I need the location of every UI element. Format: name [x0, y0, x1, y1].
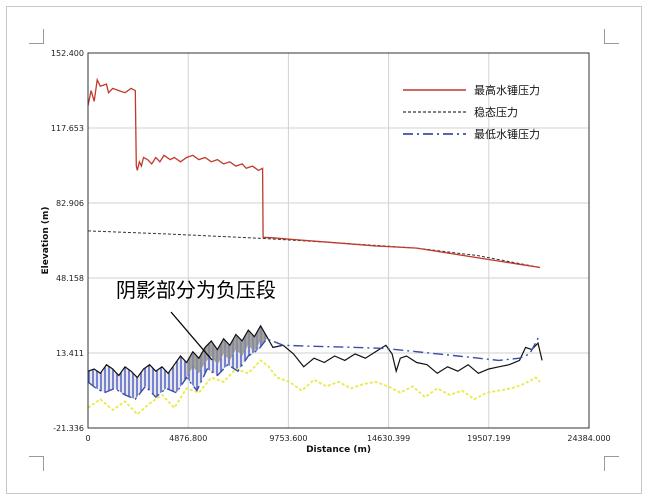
annotation-pointer — [170, 311, 213, 361]
axis-ticks: 0 4876.800 9753.600 14630.399 19507.199 24384… — [51, 49, 611, 443]
x-axis-label: Distance (m) — [306, 445, 371, 455]
series-lines — [87, 77, 543, 416]
x-tick-label: 0 — [85, 434, 90, 443]
y-tick-label: 48.158 — [56, 274, 84, 283]
terrain-line — [87, 324, 543, 379]
x-tick-label: 14630.399 — [367, 434, 410, 443]
y-tick-label: 117.653 — [51, 124, 84, 133]
max-pressure-line — [87, 77, 541, 269]
negative-pressure-region — [88, 325, 267, 400]
min-pressure-line — [87, 334, 541, 401]
annotation-text: 阴影部分为负压段 — [116, 278, 276, 302]
chart-frame — [6, 6, 642, 494]
crop-mark-top-right — [604, 29, 619, 44]
negative-pressure-grey — [186, 325, 267, 378]
legend-label: 最高水锤压力 — [474, 83, 540, 97]
legend-label: 稳态压力 — [474, 105, 518, 119]
y-tick-label: 13.411 — [56, 349, 84, 358]
crop-mark-bottom-right — [604, 456, 619, 471]
x-tick-label: 19507.199 — [467, 434, 510, 443]
crop-mark-top-left — [29, 29, 44, 44]
y-axis-label: Elevation (m) — [41, 207, 51, 275]
legend-label: 最低水锤压力 — [474, 127, 540, 141]
grid-lines — [88, 53, 589, 428]
yellow-dashed-line — [87, 359, 541, 416]
crop-mark-bottom-left — [29, 456, 44, 471]
steady-pressure-line — [87, 230, 541, 268]
x-tick-label: 24384.000 — [567, 434, 610, 443]
y-tick-label: -21.336 — [53, 424, 84, 433]
x-tick-label: 9753.600 — [269, 434, 307, 443]
x-tick-label: 4876.800 — [169, 434, 207, 443]
y-tick-label: 82.906 — [56, 199, 84, 208]
negative-pressure-shading — [88, 325, 267, 400]
plot-border — [87, 52, 590, 429]
y-tick-label: 152.400 — [51, 49, 84, 58]
